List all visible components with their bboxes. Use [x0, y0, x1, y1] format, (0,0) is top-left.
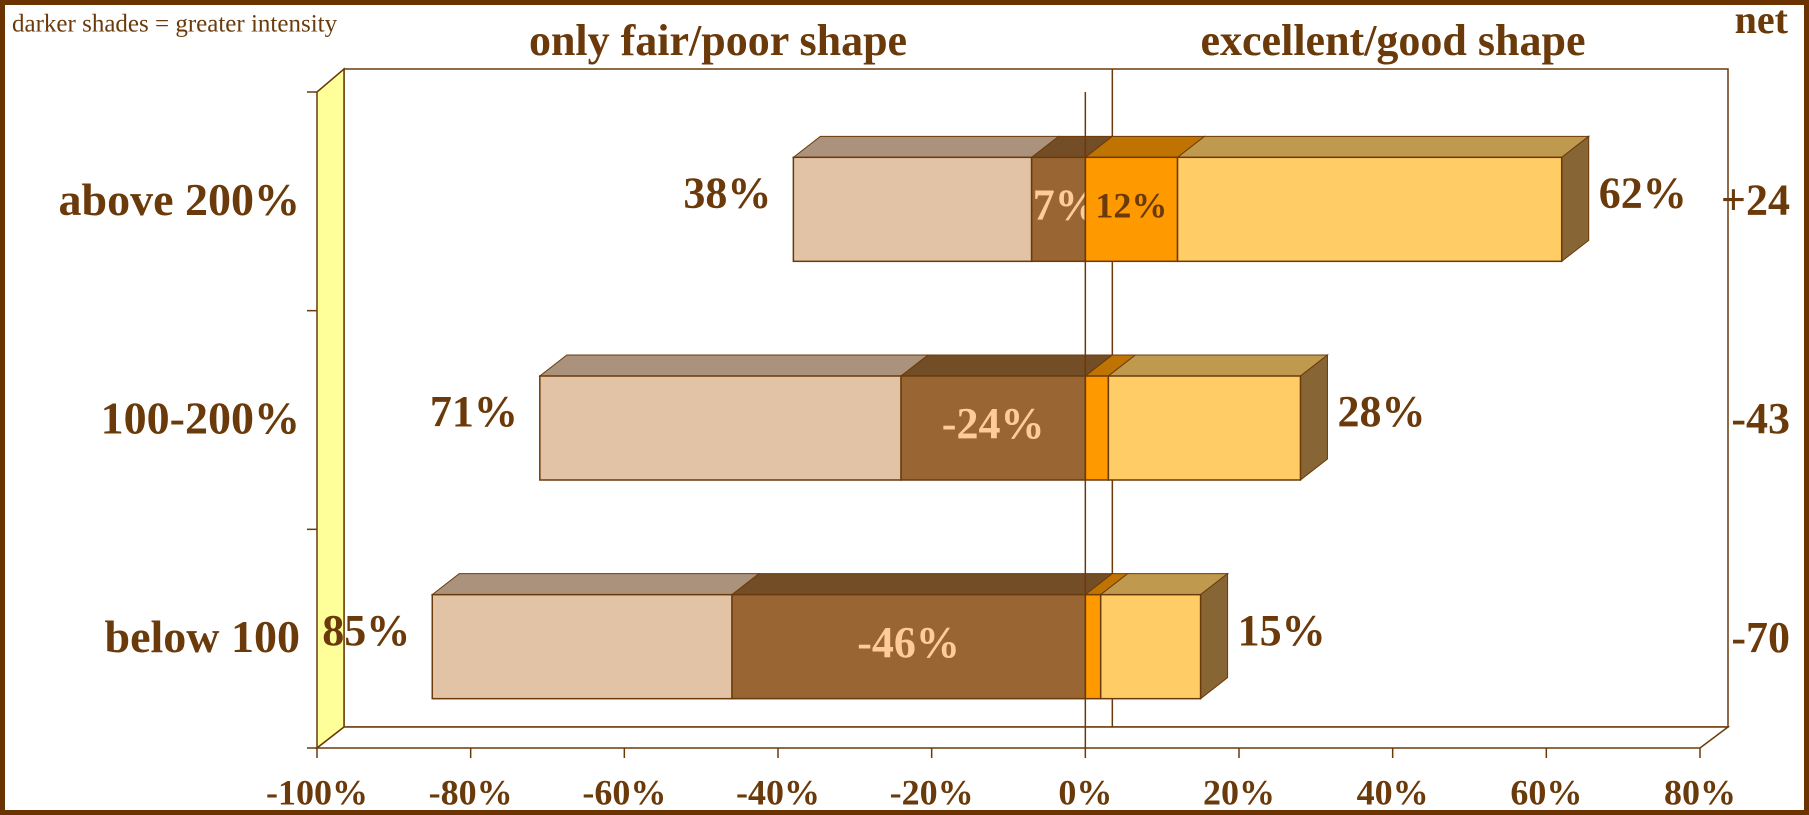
excellent-good-total: 62% [1599, 168, 1687, 217]
category-label: above 200% [59, 174, 301, 225]
value-label: -24% [942, 399, 1045, 448]
bar-top [1176, 135, 1591, 158]
bar [1084, 156, 1179, 263]
bar-top [430, 573, 761, 596]
bar [1176, 156, 1563, 263]
bar-top [899, 354, 1114, 377]
x-tick-label: -20% [890, 772, 974, 812]
bar [792, 156, 1033, 263]
bar [1107, 375, 1302, 481]
x-tick-label: 40% [1357, 772, 1429, 812]
excellent-good-total: 28% [1337, 387, 1425, 436]
x-tick-label: 60% [1510, 772, 1582, 812]
bar [1030, 156, 1087, 263]
right-header: excellent/good shape [1201, 16, 1586, 65]
net-header: net [1735, 0, 1789, 42]
note: darker shades = greater intensity [12, 11, 338, 38]
bar-top [730, 573, 1114, 596]
net-value: -70 [1731, 613, 1790, 662]
x-tick-label: -60% [582, 772, 666, 812]
x-tick-label: 20% [1203, 772, 1275, 812]
fair-poor-total: 38% [683, 168, 771, 217]
left-header: only fair/poor shape [529, 16, 907, 65]
bar-top [1106, 354, 1329, 377]
bar [1084, 593, 1102, 700]
bar-side [1561, 135, 1590, 263]
bar-top [538, 354, 930, 377]
fair-poor-total: 71% [430, 387, 518, 436]
value-label: -46% [857, 618, 960, 667]
fair-poor-total: 85% [322, 606, 410, 655]
category-label: below 100 [105, 611, 301, 662]
bar-top [791, 135, 1061, 158]
excellent-good-total: 15% [1238, 606, 1326, 655]
bar [539, 375, 902, 481]
category-label: 100-200% [101, 393, 300, 444]
floor [314, 726, 1731, 749]
x-tick-label: -100% [266, 772, 368, 812]
x-tick-label: -80% [429, 772, 513, 812]
net-value: -43 [1731, 394, 1790, 443]
bar [900, 375, 1087, 481]
net-value: +24 [1721, 175, 1790, 224]
bar [431, 593, 733, 700]
bar-side [1200, 572, 1229, 700]
x-tick-label: 0% [1058, 772, 1112, 812]
x-tick-label: 80% [1664, 772, 1736, 812]
bar-side [1299, 353, 1328, 482]
bar [1099, 593, 1202, 700]
x-tick-label: -40% [736, 772, 820, 812]
bar [1084, 375, 1110, 481]
bar [731, 593, 1087, 700]
value-label: 12% [1095, 186, 1167, 226]
